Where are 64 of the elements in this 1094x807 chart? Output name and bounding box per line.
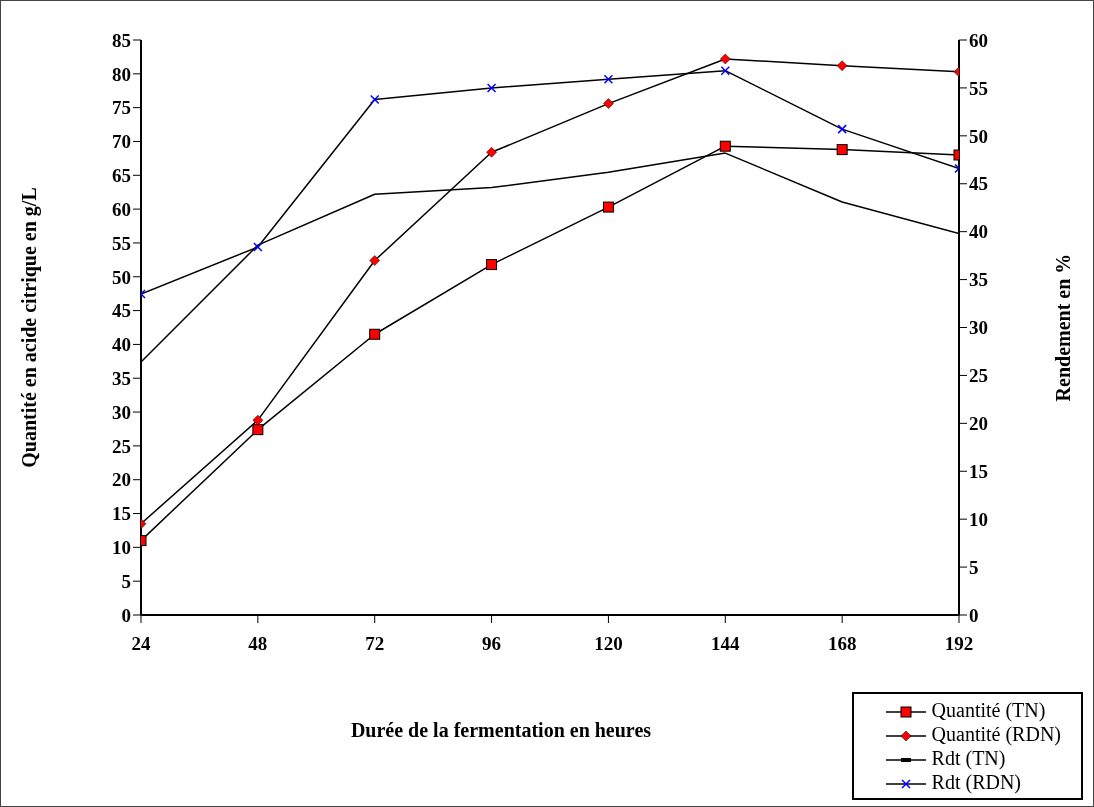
legend-label: Rdt (RDN): [930, 770, 1023, 794]
x-tick-label: 96: [482, 633, 502, 655]
y-tick-label: 15: [112, 503, 131, 525]
x-axis-title: Durée de la fermentation en heures: [349, 719, 653, 742]
point: [603, 98, 614, 109]
y-tick-label: 70: [112, 131, 131, 153]
point: [252, 424, 264, 436]
x-tick-label: 168: [827, 633, 857, 655]
point: [836, 60, 848, 71]
point: [369, 255, 380, 266]
y-tick-label: 25: [112, 435, 131, 457]
y2-tick-label: 15: [969, 460, 988, 482]
legend-label: Quantité (RDN): [930, 722, 1061, 746]
y2-tick-label: 35: [969, 269, 988, 291]
y2-tick-label: 5: [969, 556, 979, 578]
y-tick-label: 35: [112, 367, 131, 389]
x-tick-label: 72: [365, 633, 385, 655]
point: [369, 328, 381, 340]
y2-tick-label: 50: [969, 125, 988, 147]
y2-tick-label: 45: [969, 173, 988, 195]
y-tick-label: 50: [112, 266, 131, 288]
point: [602, 201, 614, 213]
point: [836, 144, 848, 156]
y-tick-label: 85: [112, 29, 131, 51]
y-tick-label: 40: [112, 334, 131, 356]
point: [837, 124, 847, 134]
point: [369, 94, 380, 105]
point: [486, 259, 498, 271]
point: [720, 65, 731, 76]
y2-tick-label: 40: [969, 221, 988, 243]
y-tick-label: 10: [112, 537, 131, 559]
y2-axis-title: Rendement en %: [1052, 253, 1075, 402]
x-tick-label: 192: [944, 633, 974, 655]
point: [603, 74, 614, 85]
y2-tick-label: 0: [969, 604, 979, 626]
y-tick-label: 75: [112, 97, 131, 119]
y-tick-label: 80: [112, 63, 131, 85]
legend-label: Rdt (TN): [930, 746, 1007, 770]
y-tick-label: 20: [112, 469, 131, 491]
y2-tick-label: 55: [969, 77, 988, 99]
y2-tick-label: 60: [969, 29, 988, 51]
y2-tick-label: 30: [969, 317, 988, 339]
x-tick-label: 48: [248, 633, 268, 655]
y-tick-label: 45: [112, 300, 131, 322]
y2-tick-label: 25: [969, 365, 988, 387]
y2-tick-label: 10: [969, 508, 988, 530]
y-tick-label: 5: [121, 570, 131, 592]
y-axis-title: Quantité en acide citrique en g/L: [18, 187, 42, 468]
y-tick-label: 55: [112, 232, 131, 254]
point: [719, 140, 731, 152]
y2-tick-label: 20: [969, 413, 988, 435]
point: [252, 414, 264, 426]
y-tick-label: 60: [112, 198, 131, 220]
x-tick-label: 120: [594, 633, 623, 655]
point: [486, 147, 497, 158]
x-tick-label: 24: [131, 633, 151, 655]
x-tick-label: 144: [711, 633, 741, 655]
y-tick-label: 65: [112, 165, 131, 187]
point: [486, 83, 497, 93]
point: [253, 242, 263, 252]
y-tick-label: 0: [121, 604, 131, 626]
legend-label: Quantité (TN): [930, 698, 1047, 722]
y-tick-label: 30: [112, 401, 131, 423]
point: [720, 53, 731, 65]
